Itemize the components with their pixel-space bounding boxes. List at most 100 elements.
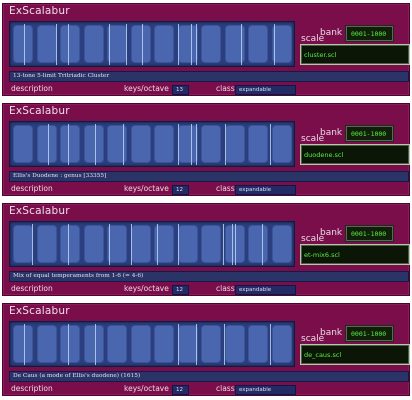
keyboard-key[interactable]	[248, 25, 268, 63]
keyboard-key[interactable]	[107, 325, 127, 363]
keyboard-key[interactable]	[177, 125, 198, 163]
keyboard-key[interactable]	[271, 25, 292, 63]
keyboard-key[interactable]	[13, 125, 33, 163]
keyboard-key[interactable]	[201, 325, 221, 363]
tuning-marker	[131, 224, 132, 265]
keyboard-key[interactable]	[248, 325, 268, 363]
tuning-marker	[109, 224, 110, 265]
keyboard-key[interactable]	[177, 225, 198, 263]
keyboard-key[interactable]	[107, 125, 127, 163]
tuning-marker	[68, 24, 69, 65]
scale-label: scale	[301, 334, 325, 344]
panel-title: ExScalabur	[9, 205, 70, 217]
class-field[interactable]: expandable	[235, 285, 296, 295]
tuning-marker	[95, 124, 96, 165]
description-bar: Ellis's Duodene : genus [33355]	[9, 171, 409, 182]
keyboard-display[interactable]	[9, 321, 295, 367]
bank-label: bank -	[320, 328, 349, 338]
description-label: description	[11, 84, 53, 93]
description-label: description	[11, 184, 53, 193]
bank-field[interactable]: 0001-1000	[346, 226, 393, 241]
keyboard-key[interactable]	[154, 325, 174, 363]
scale-label: scale	[301, 34, 325, 44]
keyboard-key[interactable]	[60, 125, 80, 163]
keyboard-key[interactable]	[177, 325, 198, 363]
keyboard-key[interactable]	[154, 25, 174, 63]
scale-panel-2: ExScalabur scale bank - 0001-1000 duoden…	[2, 103, 410, 196]
keys-octave-field[interactable]: 12	[172, 285, 189, 295]
keys-octave-field[interactable]: 12	[172, 385, 189, 395]
keyboard-key[interactable]	[224, 25, 245, 63]
class-label: class	[216, 84, 235, 93]
keyboard-key[interactable]	[13, 325, 33, 363]
tuning-marker	[109, 24, 110, 65]
keyboard-key[interactable]	[83, 325, 104, 363]
keyboard-key[interactable]	[224, 225, 245, 263]
tuning-marker	[142, 24, 143, 65]
keyboard-key[interactable]	[36, 25, 57, 63]
keyboard-key[interactable]	[60, 25, 80, 63]
tuning-marker	[191, 124, 192, 165]
bank-field[interactable]: 0001-1000	[346, 326, 393, 341]
tuning-marker	[178, 124, 179, 165]
keyboard-key[interactable]	[60, 225, 80, 263]
scale-file-field[interactable]: cluster.scl	[300, 44, 410, 65]
class-field[interactable]: expandable	[235, 385, 296, 395]
bank-label: bank -	[320, 28, 349, 38]
keyboard-key[interactable]	[201, 125, 221, 163]
keyboard-key[interactable]	[271, 125, 292, 163]
tuning-marker	[178, 324, 179, 365]
tuning-marker	[68, 124, 69, 165]
keyboard-key[interactable]	[201, 25, 221, 63]
keyboard-key[interactable]	[83, 225, 104, 263]
tuning-marker	[191, 24, 192, 65]
tuning-marker	[32, 224, 33, 265]
keyboard-key[interactable]	[36, 225, 57, 263]
class-field[interactable]: expandable	[235, 185, 296, 195]
keyboard-key[interactable]	[271, 225, 292, 263]
class-field[interactable]: expandable	[235, 85, 296, 95]
tuning-marker	[48, 124, 49, 165]
keyboard-key[interactable]	[224, 325, 245, 363]
scale-file-field[interactable]: de_caus.scl	[300, 344, 410, 365]
keyboard-key[interactable]	[248, 225, 268, 263]
scale-label: scale	[301, 234, 325, 244]
panel-title: ExScalabur	[9, 5, 70, 17]
tuning-marker	[225, 124, 226, 165]
bank-field[interactable]: 0001-1000	[346, 126, 393, 141]
keyboard-key[interactable]	[83, 25, 104, 63]
keyboard-key[interactable]	[271, 325, 292, 363]
keyboard-key[interactable]	[36, 125, 57, 163]
keyboard-key[interactable]	[224, 125, 245, 163]
keyboard-key[interactable]	[177, 25, 198, 63]
keyboard-key[interactable]	[154, 125, 174, 163]
keyboard-key[interactable]	[201, 225, 221, 263]
keyboard-key[interactable]	[13, 225, 33, 263]
keys-octave-label: keys/octave	[124, 184, 169, 193]
keyboard-display[interactable]	[9, 21, 295, 67]
keyboard-key[interactable]	[107, 25, 127, 63]
keyboard-key[interactable]	[130, 25, 151, 63]
tuning-marker	[178, 24, 179, 65]
description-bar: Mix of equal temperaments from 1-6 (= 4-…	[9, 271, 409, 282]
bank-field[interactable]: 0001-1000	[346, 26, 393, 41]
scale-file-field[interactable]: duodene.scl	[300, 144, 410, 165]
keyboard-key[interactable]	[248, 125, 268, 163]
keys-octave-field[interactable]: 13	[172, 85, 189, 95]
scale-file-field[interactable]: et-mix6.scl	[300, 244, 410, 265]
keyboard-key[interactable]	[107, 225, 127, 263]
keyboard-display[interactable]	[9, 221, 295, 267]
keyboard-key[interactable]	[130, 125, 151, 163]
keyboard-key[interactable]	[154, 225, 174, 263]
description-bar: 13-tone 5-limit Tritriadic Cluster	[9, 71, 409, 82]
keyboard-key[interactable]	[13, 25, 33, 63]
keyboard-key[interactable]	[83, 125, 104, 163]
keyboard-key[interactable]	[60, 325, 80, 363]
tuning-marker	[157, 224, 158, 265]
keys-octave-field[interactable]: 12	[172, 185, 189, 195]
keyboard-key[interactable]	[130, 225, 151, 263]
keyboard-key[interactable]	[130, 325, 151, 363]
keyboard-key[interactable]	[36, 325, 57, 363]
bank-label: bank -	[320, 228, 349, 238]
keyboard-display[interactable]	[9, 121, 295, 167]
